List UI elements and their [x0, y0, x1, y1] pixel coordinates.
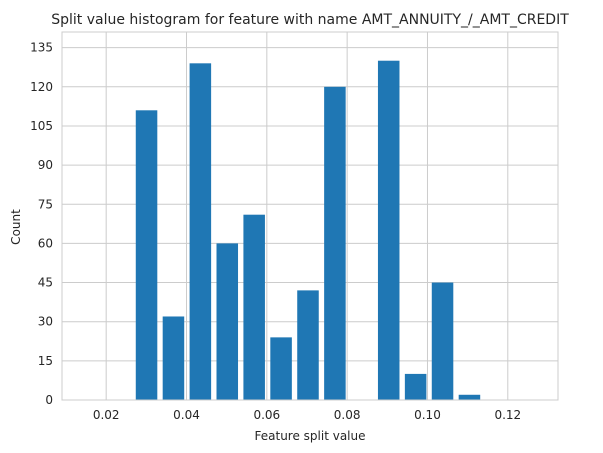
y-axis-label: Count [9, 209, 23, 245]
y-tick-label: 60 [38, 236, 53, 250]
y-tick-label: 45 [38, 276, 53, 290]
x-tick-label: 0.12 [494, 408, 521, 422]
x-tick-label: 0.04 [173, 408, 200, 422]
histogram-bar [377, 60, 400, 400]
x-tick-labels: 0.02 0.04 0.06 0.08 0.10 0.12 [93, 408, 521, 422]
y-tick-label: 15 [38, 354, 53, 368]
y-tick-label: 75 [38, 197, 53, 211]
histogram-bar [324, 86, 346, 401]
y-tick-labels: 0 15 30 45 60 75 90 105 120 135 [30, 41, 53, 407]
histogram-bar [243, 214, 265, 400]
histogram-bar [189, 63, 212, 400]
histogram-bar [297, 290, 319, 400]
chart-title: Split value histogram for feature with n… [51, 12, 569, 28]
y-tick-label: 0 [45, 393, 53, 407]
x-tick-label: 0.06 [253, 408, 280, 422]
x-tick-label: 0.08 [334, 408, 361, 422]
y-tick-label: 30 [38, 315, 53, 329]
histogram-bar [458, 394, 481, 400]
histogram-bar [162, 316, 185, 400]
histogram-bar [135, 110, 158, 400]
x-axis-label: Feature split value [255, 429, 366, 443]
bars [135, 60, 481, 401]
histogram-bar [270, 337, 292, 400]
plot-frame [61, 31, 559, 401]
x-tick-label: 0.10 [414, 408, 441, 422]
histogram-bar [404, 373, 427, 400]
histogram-bar [216, 243, 239, 400]
y-tick-label: 135 [30, 41, 53, 55]
y-tick-label: 120 [30, 80, 53, 94]
plot-border [61, 31, 559, 401]
y-tick-label: 90 [38, 158, 53, 172]
histogram-bar [431, 282, 454, 400]
y-tick-label: 105 [30, 119, 53, 133]
x-tick-label: 0.02 [93, 408, 120, 422]
